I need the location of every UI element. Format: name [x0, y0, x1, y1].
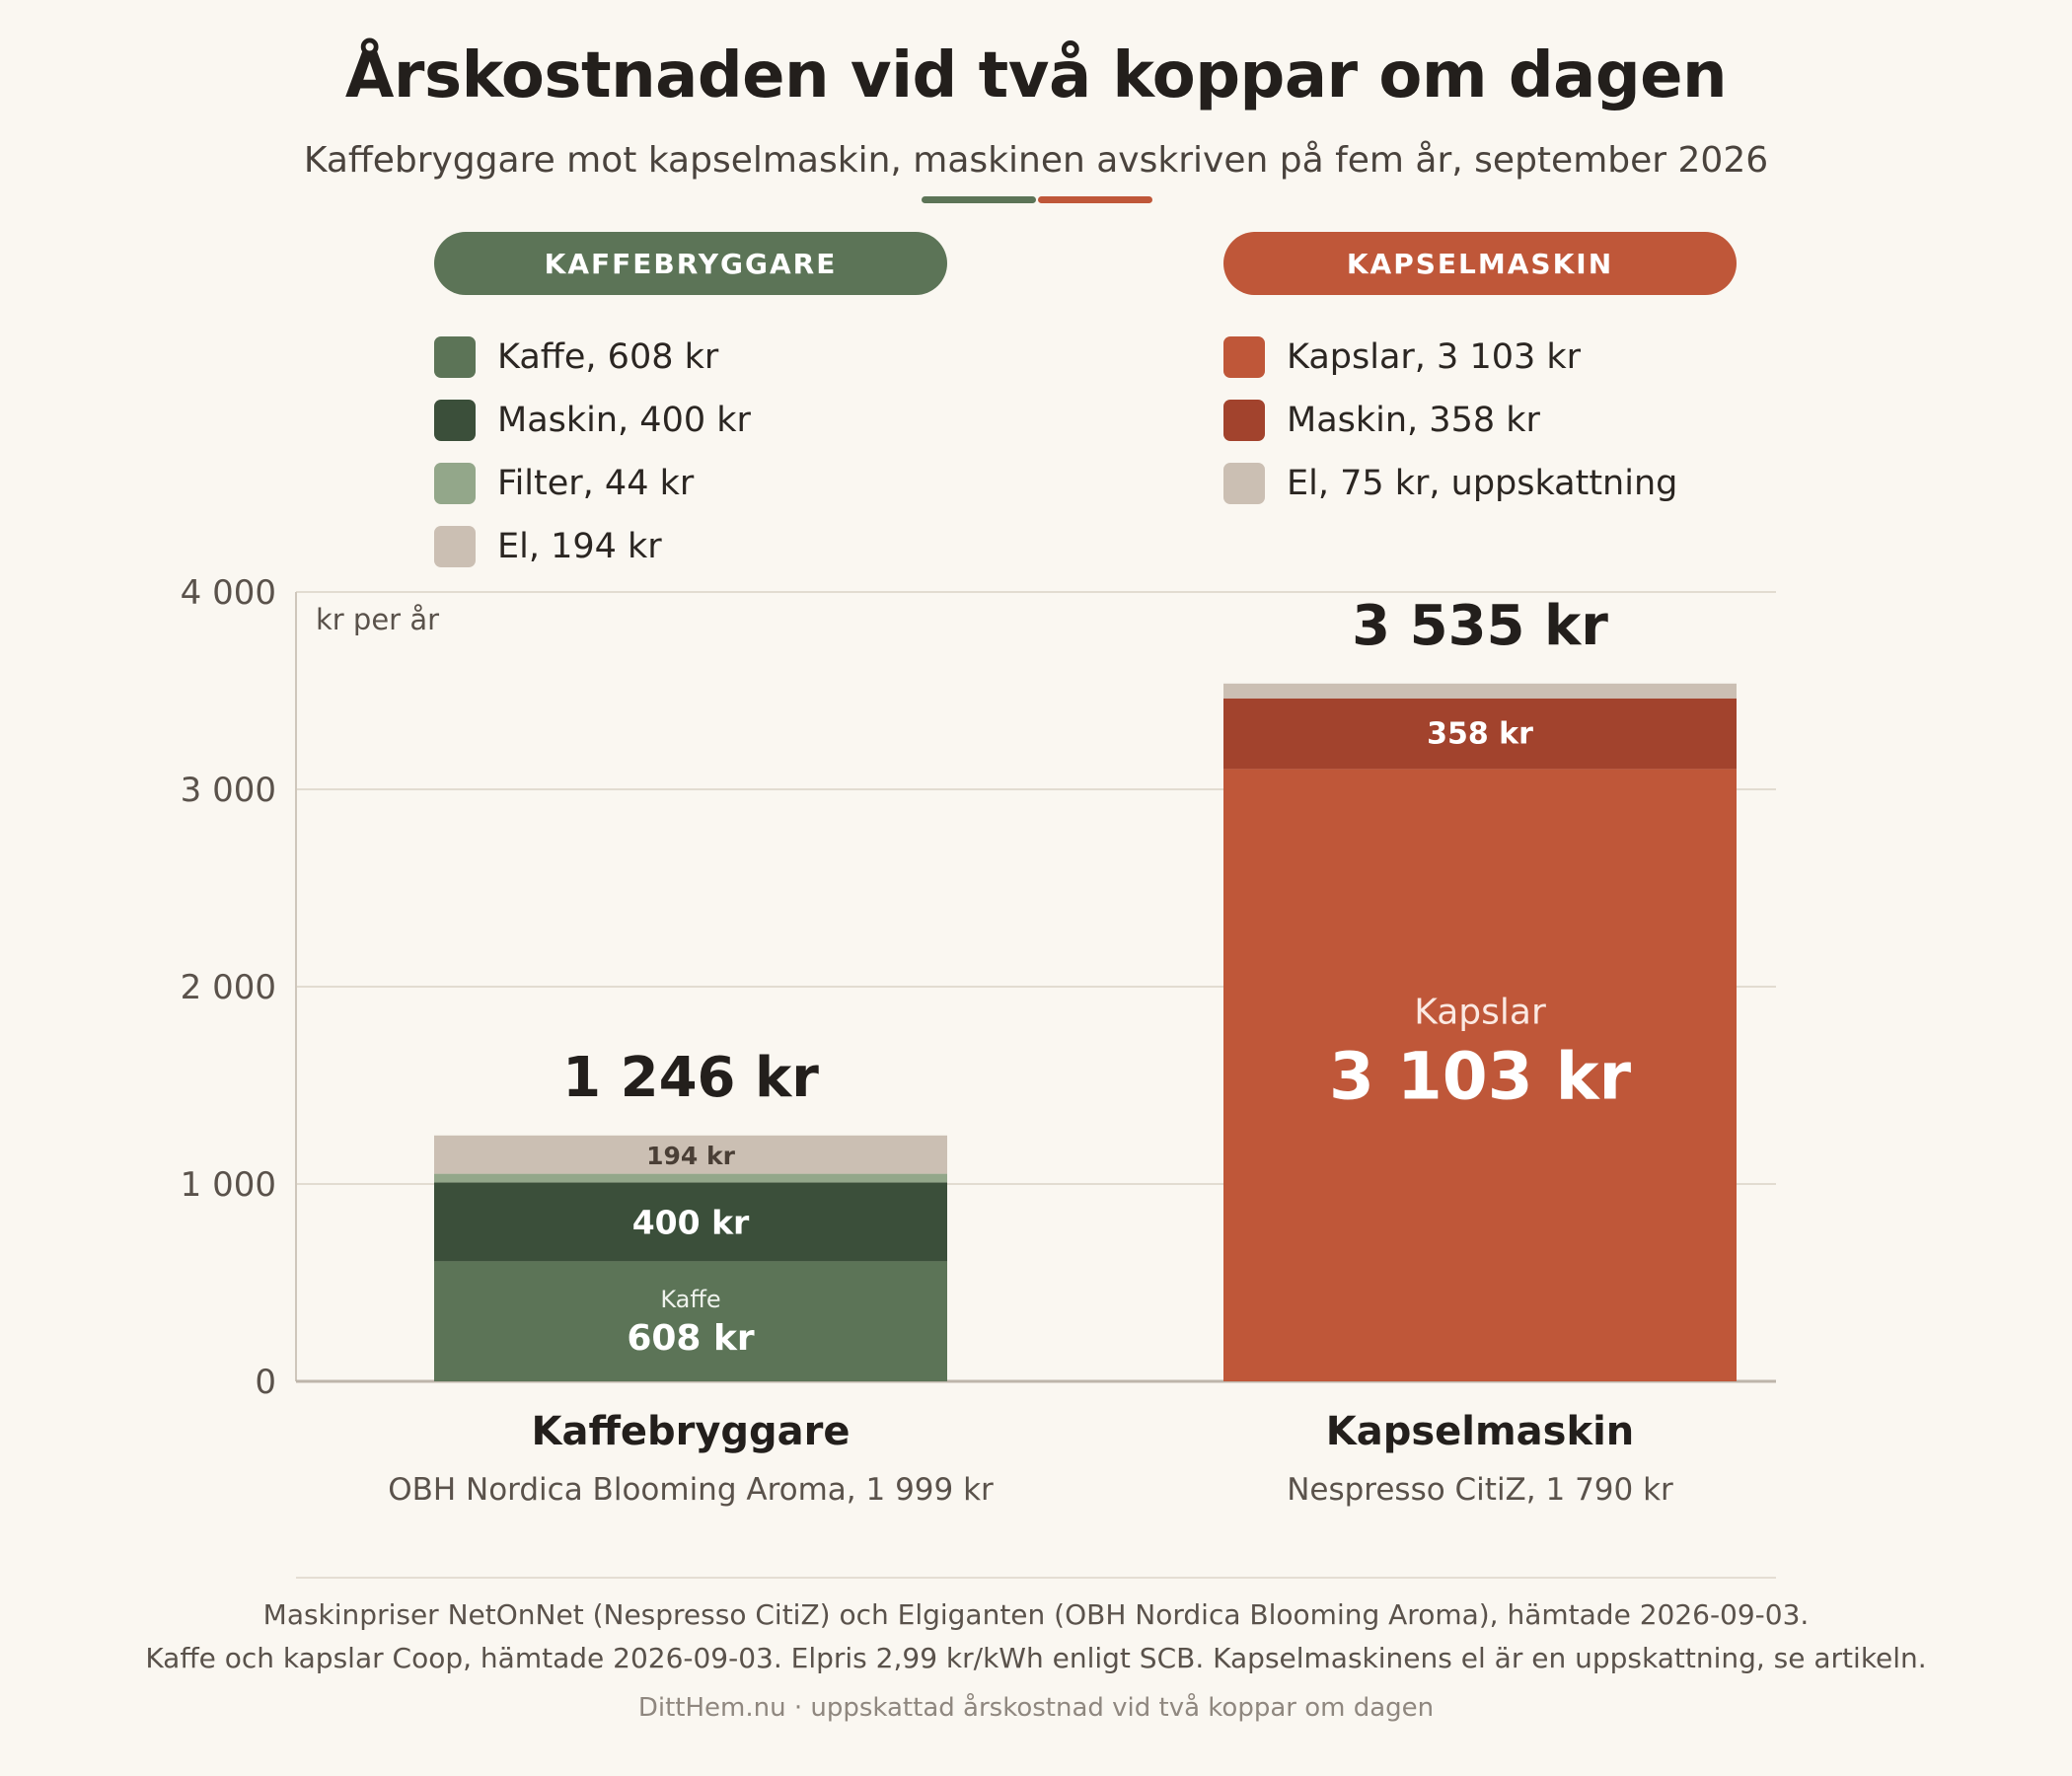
source-line-2: Kaffe och kapslar Coop, hämtade 2026-09-…	[145, 1642, 1927, 1674]
legend-item-kaffe: Kaffe, 608 kr	[434, 326, 751, 389]
legend-item-filter: Filter, 44 kr	[434, 452, 751, 515]
category-subtitle: Nespresso CitiZ, 1 790 kr	[1287, 1472, 1673, 1508]
y-tick-label: 0	[255, 1363, 276, 1402]
y-axis-unit-label: kr per år	[316, 603, 439, 636]
bar-segment-el	[434, 1135, 947, 1174]
bar-segment-kapslar	[1223, 769, 1737, 1381]
legend-item-kapslar: Kapslar, 3 103 kr	[1223, 326, 1677, 389]
bar-segment-maskin	[1223, 698, 1737, 770]
category-subtitle: OBH Nordica Blooming Aroma, 1 999 kr	[388, 1472, 994, 1508]
y-tick-label: 4 000	[181, 573, 276, 613]
legend-item-maskin: Maskin, 358 kr	[1223, 389, 1677, 452]
legend-label: Maskin, 358 kr	[1287, 401, 1540, 440]
segment-value-label: 358 kr	[1427, 717, 1533, 752]
source-line-1: Maskinpriser NetOnNet (Nespresso CitiZ) …	[262, 1598, 1810, 1631]
legend-label: El, 75 kr, uppskattning	[1287, 464, 1678, 503]
legend-item-el: El, 75 kr, uppskattning	[1223, 452, 1677, 515]
bar-segment-filter	[434, 1173, 947, 1183]
legend-label: Maskin, 400 kr	[497, 401, 751, 440]
legend-item-el: El, 194 kr	[434, 515, 751, 578]
bar-total-label: 1 246 kr	[562, 1046, 819, 1110]
legend-header-kaffebryggare: KAFFEBRYGGARE	[434, 232, 947, 295]
legend-swatch	[1223, 336, 1265, 378]
legend-swatch	[1223, 400, 1265, 441]
segment-sublabel: Kaffe	[660, 1286, 720, 1313]
segment-sublabel: Kapslar	[1414, 993, 1546, 1033]
category-caption-kaffebryggare: Kaffebryggare OBH Nordica Blooming Aroma…	[345, 1409, 1036, 1508]
segment-value-label: 400 kr	[632, 1203, 750, 1241]
legend-kapselmaskin: Kapslar, 3 103 kr Maskin, 358 kr El, 75 …	[1223, 326, 1677, 515]
y-tick-label: 3 000	[181, 771, 276, 810]
legend-swatch	[434, 400, 476, 441]
legend-label: El, 194 kr	[497, 527, 662, 566]
y-tick-label: 2 000	[181, 968, 276, 1007]
segment-value-label: 3 103 kr	[1329, 1039, 1632, 1115]
segment-value-label: 194 kr	[646, 1142, 736, 1170]
chart-title: Årskostnaden vid två koppar om dagen	[344, 39, 1728, 112]
bar-total-label: 3 535 kr	[1352, 594, 1608, 658]
legend-item-maskin: Maskin, 400 kr	[434, 389, 751, 452]
footer-divider	[296, 1577, 1776, 1579]
accent-rule-green	[922, 196, 1036, 203]
legend-swatch	[1223, 463, 1265, 504]
category-name: Kapselmaskin	[1325, 1409, 1635, 1454]
legend-header-kapselmaskin: KAPSELMASKIN	[1223, 232, 1737, 295]
accent-rule-red	[1038, 196, 1152, 203]
legend-label: Kaffe, 608 kr	[497, 337, 719, 377]
segment-value-label: 608 kr	[627, 1318, 755, 1359]
legend-swatch	[434, 336, 476, 378]
bar-segment-kaffe	[434, 1261, 947, 1381]
legend-swatch	[434, 526, 476, 567]
category-name: Kaffebryggare	[531, 1409, 851, 1454]
credit-line: DittHem.nu · uppskattad årskostnad vid t…	[637, 1693, 1435, 1723]
bar-segment-el	[1223, 683, 1737, 699]
y-tick-label: 1 000	[181, 1165, 276, 1205]
legend-kaffebryggare: Kaffe, 608 kr Maskin, 400 kr Filter, 44 …	[434, 326, 751, 578]
bar-segment-maskin	[434, 1182, 947, 1262]
legend-label: Filter, 44 kr	[497, 464, 695, 503]
legend-swatch	[434, 463, 476, 504]
category-caption-kapselmaskin: Kapselmaskin Nespresso CitiZ, 1 790 kr	[1135, 1409, 1825, 1508]
legend-label: Kapslar, 3 103 kr	[1287, 337, 1582, 377]
chart-subtitle: Kaffebryggare mot kapselmaskin, maskinen…	[303, 140, 1769, 181]
